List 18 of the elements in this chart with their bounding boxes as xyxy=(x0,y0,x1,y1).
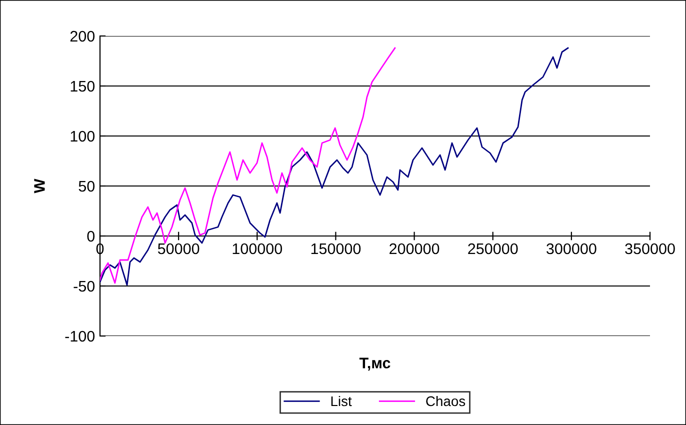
x-tick-label: 100000 xyxy=(232,243,282,254)
x-axis-title: T,мс xyxy=(359,358,390,371)
y-axis-title: W xyxy=(34,178,45,194)
x-tick-label: 350000 xyxy=(625,243,675,254)
y-tick-label: -100 xyxy=(65,330,95,342)
x-tick-label: 250000 xyxy=(468,243,518,254)
x-tick-label: 150000 xyxy=(311,243,361,254)
y-tick-label: 0 xyxy=(87,230,95,242)
y-tick-label: 50 xyxy=(78,180,95,192)
x-tick-label: 50000 xyxy=(158,243,200,254)
y-tick-label: -50 xyxy=(74,280,95,292)
legend-label: List xyxy=(331,396,352,406)
y-tick-label: 200 xyxy=(70,30,95,42)
x-tick-label: 300000 xyxy=(546,243,596,254)
y-tick-label: 150 xyxy=(70,80,95,92)
x-tick-label: 200000 xyxy=(390,243,440,254)
y-tick-label: 100 xyxy=(70,130,95,142)
legend-label: Chaos xyxy=(426,396,466,406)
